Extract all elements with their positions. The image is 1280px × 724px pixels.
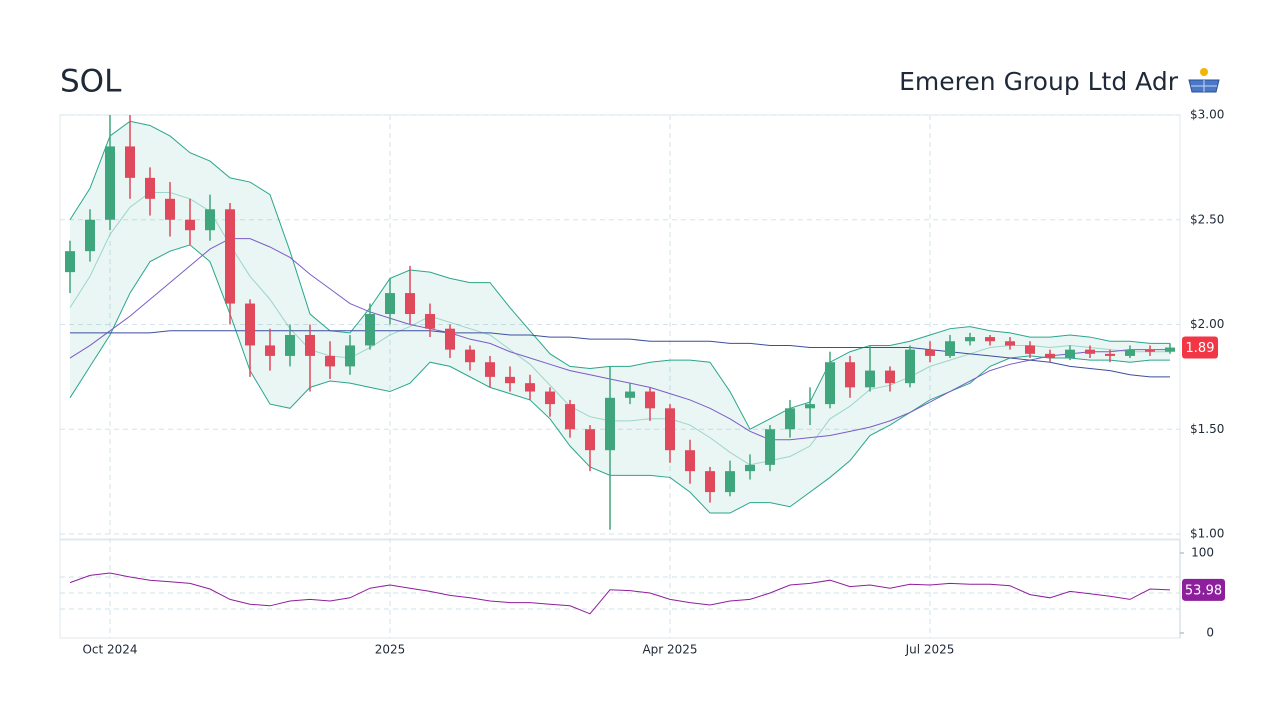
- candle-body: [385, 293, 395, 315]
- x-tick-label: 2025: [375, 643, 406, 657]
- candle-body: [325, 355, 335, 367]
- candle-body: [585, 429, 595, 451]
- candle-body: [685, 450, 695, 472]
- candle-body: [785, 408, 795, 430]
- x-tick-label: Oct 2024: [82, 643, 137, 657]
- candle-body: [565, 404, 575, 430]
- candle-body: [825, 362, 835, 405]
- bollinger-upper: [69, 120, 1170, 430]
- candle-body: [945, 341, 955, 356]
- candle-body: [265, 345, 275, 356]
- candle-body: [765, 429, 775, 465]
- candle-body: [925, 349, 935, 356]
- candle-body: [1125, 349, 1135, 356]
- candle-body: [405, 293, 415, 315]
- candle-body: [905, 349, 915, 384]
- y-tick-label: $1.00: [1190, 527, 1224, 541]
- candle-body: [285, 334, 295, 356]
- candle-body: [965, 337, 975, 342]
- bollinger-band: [70, 121, 1170, 514]
- bollinger-middle: [69, 192, 1170, 466]
- y-tick-label: 0: [1206, 626, 1214, 640]
- x-tick-label: Apr 2025: [642, 643, 697, 657]
- rsi-line: [69, 572, 1171, 615]
- candle-body: [345, 345, 355, 367]
- rsi-last-box: [1182, 578, 1225, 601]
- solar-icon: [1188, 68, 1220, 93]
- bollinger-lower: [69, 244, 1170, 514]
- last-price-box: [1182, 336, 1218, 359]
- candle-body: [505, 376, 515, 384]
- candle-body: [1105, 353, 1115, 356]
- y-tick-label: 100: [1191, 546, 1214, 560]
- candle-body: [85, 219, 95, 252]
- candle-body: [545, 391, 555, 405]
- candle-body: [665, 408, 675, 451]
- candle-body: [225, 209, 235, 304]
- candle-body: [625, 391, 635, 398]
- rsi-panel: [59, 539, 1181, 639]
- company-name: Emeren Group Ltd Adr: [899, 67, 1179, 96]
- candle-body: [305, 334, 315, 356]
- y-tick-label: $2.00: [1190, 317, 1224, 331]
- candle-body: [605, 397, 615, 451]
- ticker: SOL: [60, 64, 122, 100]
- candle-body: [1045, 353, 1055, 359]
- candle-body: [1025, 345, 1035, 354]
- y-tick-label: $2.50: [1190, 212, 1224, 226]
- candle-body: [185, 219, 195, 231]
- candle-body: [245, 303, 255, 346]
- rsi-last-label: 53.98: [1185, 583, 1222, 598]
- candle-body: [1065, 349, 1075, 359]
- candle-body: [745, 464, 755, 472]
- candle-body: [805, 404, 815, 409]
- candle-body: [145, 177, 155, 199]
- y-tick-label: $1.50: [1190, 422, 1224, 436]
- candle-body: [105, 146, 115, 220]
- candle-body: [65, 251, 75, 273]
- candle-body: [525, 383, 535, 392]
- candle-body: [985, 337, 995, 342]
- candle-body: [885, 370, 895, 384]
- candle-body: [125, 146, 135, 178]
- candle-body: [1085, 349, 1095, 354]
- candle-body: [465, 349, 475, 363]
- candle-body: [1005, 341, 1015, 346]
- candle-body: [725, 471, 735, 493]
- candle-body: [645, 391, 655, 409]
- candle-body: [845, 362, 855, 388]
- x-tick-label: Jul 2025: [905, 643, 955, 657]
- candle-body: [365, 314, 375, 346]
- candle-body: [1145, 349, 1155, 352]
- y-tick-label: $3.00: [1190, 108, 1224, 122]
- ma-50: [69, 238, 1170, 441]
- last-price-label: 1.89: [1186, 341, 1215, 356]
- candle-body: [165, 198, 175, 220]
- candle-body: [705, 471, 715, 493]
- candle-body: [1165, 347, 1175, 352]
- candle-body: [445, 328, 455, 350]
- candle-body: [865, 370, 875, 388]
- candle-body: [485, 362, 495, 377]
- candle-body: [425, 314, 435, 329]
- candle-body: [205, 209, 215, 231]
